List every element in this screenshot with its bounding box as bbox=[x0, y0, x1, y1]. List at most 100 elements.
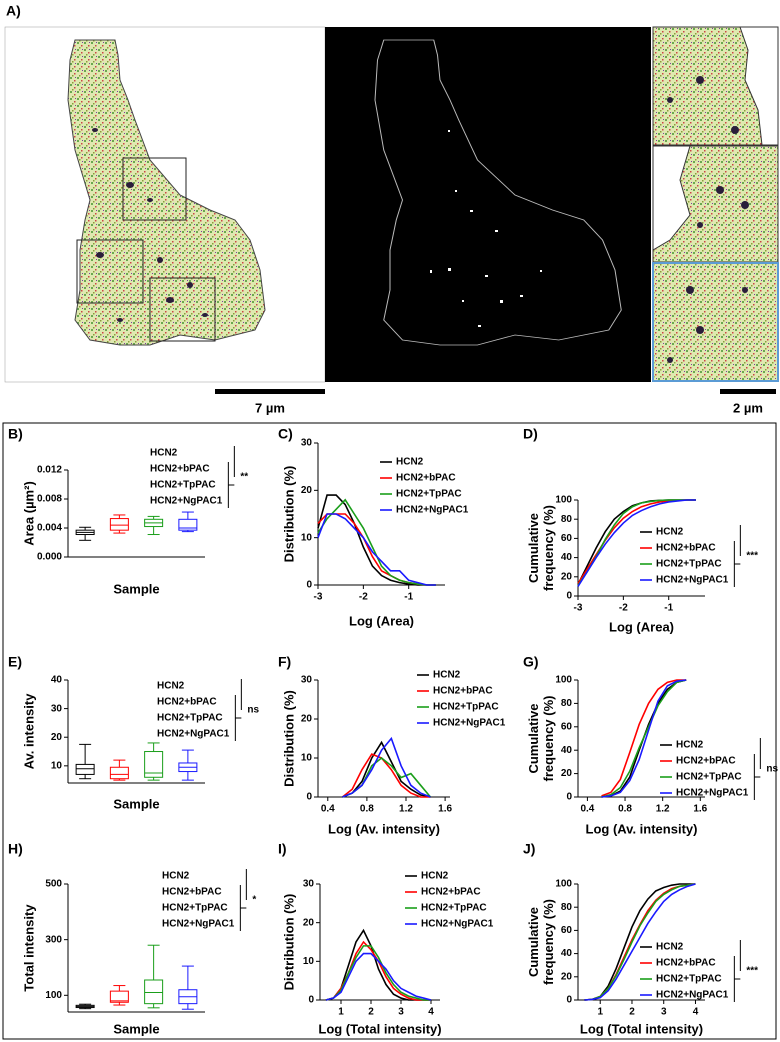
x-axis-label: Log (Total intensity) bbox=[318, 1021, 441, 1036]
x-axis-label: Sample bbox=[113, 581, 159, 596]
y-tick-label: 100 bbox=[45, 990, 62, 1001]
legend-label: HCN2+NgPAC1 bbox=[433, 718, 506, 729]
y-tick-label: 60 bbox=[561, 721, 573, 732]
series-line bbox=[317, 513, 436, 586]
box bbox=[109, 518, 129, 531]
legend-label: HCN2+TpPAC bbox=[656, 559, 722, 570]
x-tick-label: 0.8 bbox=[618, 804, 632, 815]
panel-label: C) bbox=[278, 426, 293, 442]
mask-puncta bbox=[430, 130, 542, 327]
y-axis-label: Area (µm²) bbox=[21, 481, 36, 546]
series-line bbox=[601, 679, 687, 798]
inset-puncta bbox=[667, 76, 749, 363]
y-tick-label: 100 bbox=[555, 675, 572, 686]
y-tick-label: 0 bbox=[566, 792, 572, 803]
y-axis-label: Distribution (%) bbox=[281, 466, 296, 563]
legend-label: HCN2+NgPAC1 bbox=[656, 990, 729, 1001]
cell-image bbox=[67, 39, 266, 346]
significance: * bbox=[252, 895, 256, 906]
y-tick-label: 20 bbox=[51, 732, 63, 743]
mask-image bbox=[325, 27, 651, 382]
y-tick-label: 30 bbox=[301, 438, 313, 449]
panel-label: G) bbox=[523, 654, 539, 670]
x-axis-label: Log (Av. intensity) bbox=[328, 821, 440, 836]
puncta bbox=[92, 128, 208, 322]
y-tick-label: 60 bbox=[561, 925, 573, 936]
legend-label: HCN2+bPAC bbox=[676, 756, 736, 767]
scale-bar bbox=[215, 389, 325, 394]
y-tick-label: 40 bbox=[561, 948, 573, 959]
micrograph-panel bbox=[4, 26, 779, 383]
x-tick-label: 1.2 bbox=[399, 804, 413, 815]
legend-label: HCN2+bPAC bbox=[150, 464, 210, 475]
legend-label: HCN2+NgPAC1 bbox=[150, 496, 223, 507]
y-tick-label: 0 bbox=[566, 591, 572, 602]
x-tick-label: -3 bbox=[574, 603, 583, 614]
y-tick-label: 60 bbox=[561, 533, 573, 544]
series-line bbox=[577, 499, 696, 586]
legend-label: HCN2+bPAC bbox=[157, 697, 217, 708]
box bbox=[144, 751, 164, 778]
legend-label: HCN2+NgPAC1 bbox=[676, 788, 749, 799]
legend-label: HCN2+bPAC bbox=[421, 887, 481, 898]
scale-label: 7 µm bbox=[255, 400, 285, 415]
legend-label: HCN2+bPAC bbox=[396, 473, 456, 484]
legend-label: HCN2 bbox=[157, 681, 185, 692]
x-tick-label: 2 bbox=[368, 1007, 374, 1018]
y-tick-label: 40 bbox=[561, 552, 573, 563]
y-tick-label: 300 bbox=[45, 934, 62, 945]
series-line bbox=[325, 952, 432, 1001]
x-tick-label: 2 bbox=[629, 1007, 635, 1018]
box bbox=[109, 766, 129, 780]
legend-label: HCN2 bbox=[656, 527, 684, 538]
series-line bbox=[342, 736, 431, 798]
legend-label: HCN2 bbox=[433, 670, 461, 681]
roi-box bbox=[149, 277, 216, 342]
y-tick-label: 20 bbox=[301, 485, 313, 496]
y-axis-label: Cumulativefrequency (%) bbox=[526, 505, 556, 591]
series-line bbox=[577, 499, 696, 587]
y-tick-label: 0 bbox=[566, 995, 572, 1006]
panel-label: A) bbox=[6, 3, 21, 19]
x-axis-label: Sample bbox=[113, 1021, 159, 1036]
inset-edge bbox=[652, 145, 691, 251]
legend-label: HCN2 bbox=[421, 871, 449, 882]
y-tick-label: 30 bbox=[303, 879, 315, 890]
scale-bar bbox=[720, 389, 776, 394]
y-axis-label: Cumulativefrequency (%) bbox=[526, 696, 556, 782]
x-axis-label: Log (Total intensity) bbox=[580, 1021, 703, 1036]
panel-label: E) bbox=[8, 654, 22, 670]
box bbox=[75, 763, 95, 775]
y-axis-label: Av. intensity bbox=[21, 693, 36, 770]
legend-label: HCN2+NgPAC1 bbox=[162, 919, 235, 930]
inset-edge bbox=[739, 26, 779, 146]
y-axis-label: Total intensity bbox=[21, 904, 36, 992]
y-tick-label: 100 bbox=[555, 495, 572, 506]
panel-label: J) bbox=[523, 841, 535, 857]
legend-label: HCN2+TpPAC bbox=[656, 974, 722, 985]
legend-label: HCN2+bPAC bbox=[656, 543, 716, 554]
y-tick-label: 10 bbox=[51, 760, 63, 771]
legend-label: HCN2+NgPAC1 bbox=[421, 919, 494, 930]
series-line bbox=[317, 494, 436, 586]
x-tick-label: 0.4 bbox=[321, 804, 335, 815]
x-tick-label: 3 bbox=[398, 1007, 404, 1018]
legend-label: HCN2 bbox=[150, 448, 178, 459]
y-tick-label: 20 bbox=[301, 714, 313, 725]
legend-label: HCN2+NgPAC1 bbox=[656, 575, 729, 586]
roi-box bbox=[76, 239, 144, 304]
x-axis-label: Log (Area) bbox=[609, 619, 674, 634]
panel-label: D) bbox=[523, 426, 538, 442]
legend-label: HCN2+TpPAC bbox=[433, 702, 499, 713]
y-axis-label: Distribution (%) bbox=[281, 894, 296, 991]
y-tick-label: 20 bbox=[303, 917, 315, 928]
legend-label: HCN2+bPAC bbox=[656, 958, 716, 969]
x-axis-label: Log (Area) bbox=[349, 613, 414, 628]
inset bbox=[652, 262, 779, 382]
series-line bbox=[601, 679, 687, 798]
y-axis-label: Cumulativefrequency (%) bbox=[526, 899, 556, 985]
legend-label: HCN2+TpPAC bbox=[676, 772, 742, 783]
y-tick-label: 0.008 bbox=[37, 494, 62, 505]
legend-label: HCN2+NgPAC1 bbox=[157, 729, 230, 740]
